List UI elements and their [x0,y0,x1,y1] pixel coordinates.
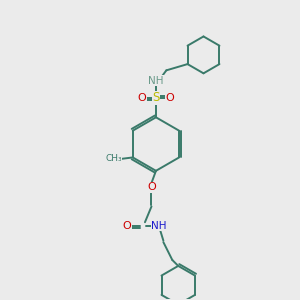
Text: O: O [147,182,156,192]
Text: O: O [166,93,175,103]
Text: O: O [137,93,146,103]
Text: NH: NH [151,221,167,231]
Text: O: O [123,221,131,231]
Text: NH: NH [148,76,164,86]
Text: S: S [152,92,160,104]
Text: CH₃: CH₃ [105,154,122,164]
